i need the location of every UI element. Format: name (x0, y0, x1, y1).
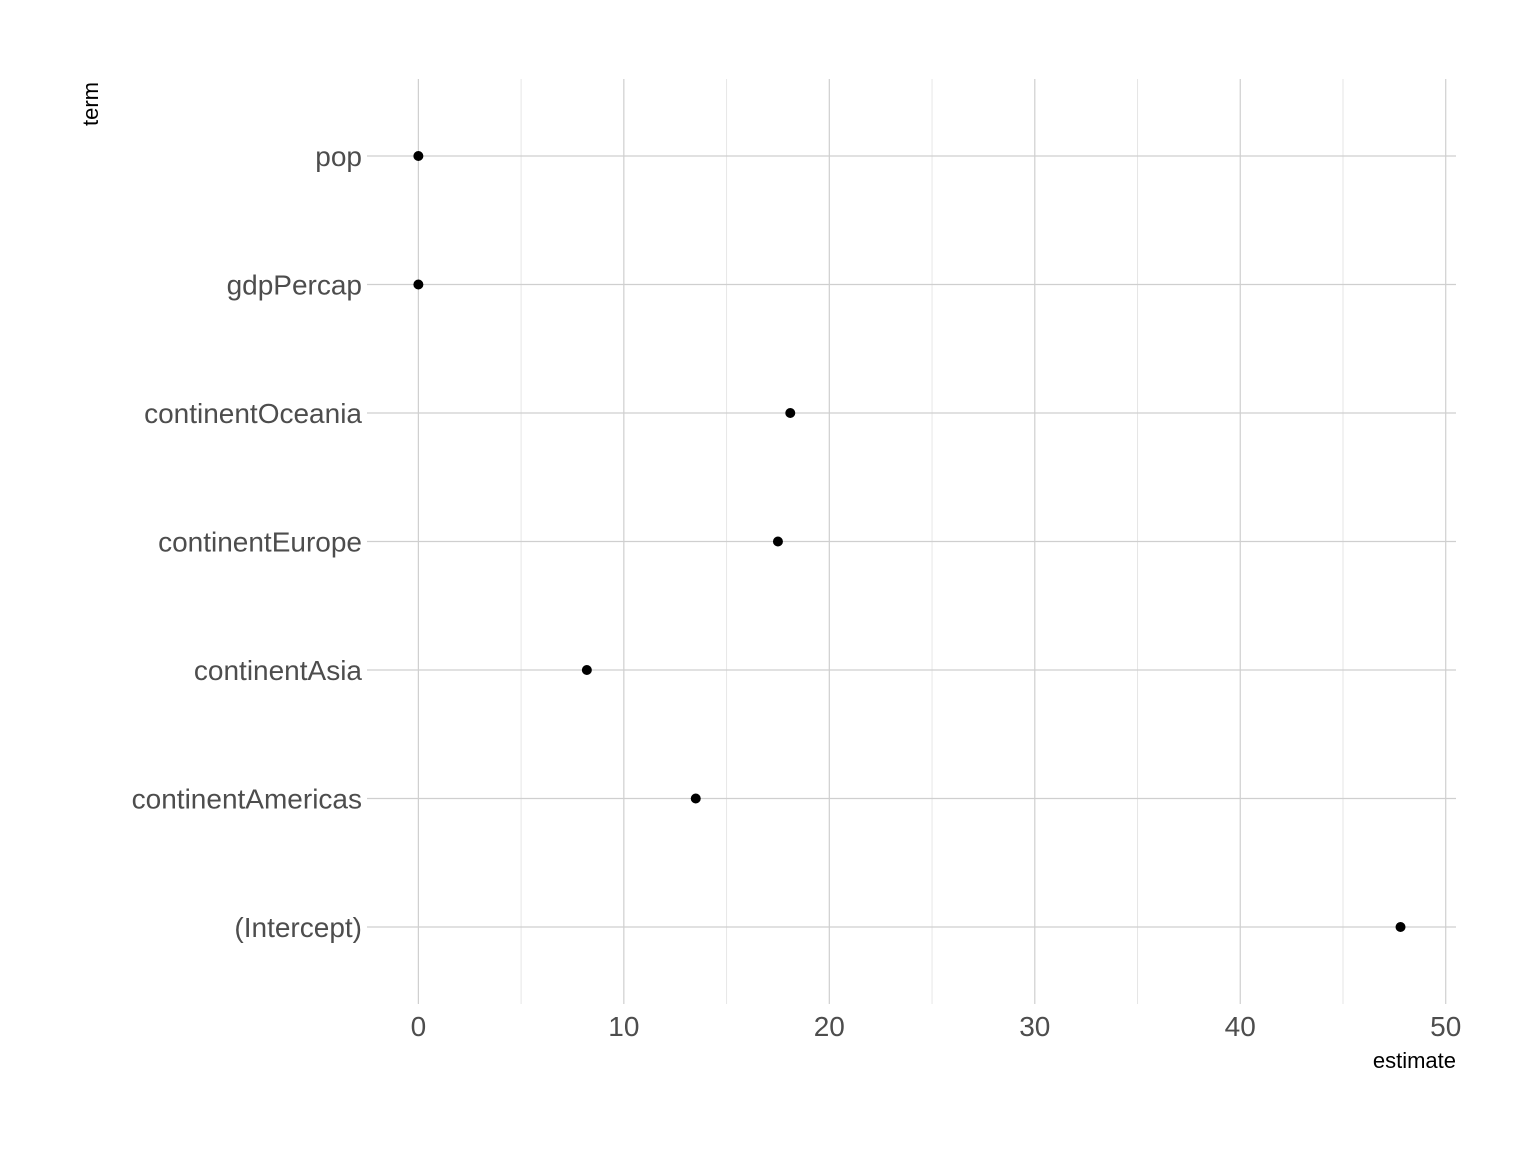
y-tick-label: continentAsia (194, 655, 363, 686)
data-point (413, 151, 424, 161)
y-tick-label: pop (315, 141, 362, 172)
data-point (581, 665, 592, 675)
grid-layer (367, 79, 1456, 1004)
x-tick-label: 40 (1225, 1011, 1256, 1042)
y-axis-title: term (78, 82, 103, 126)
y-tick-label: gdpPercap (227, 270, 362, 301)
data-point (772, 536, 783, 547)
y-tick-label: continentAmericas (132, 784, 362, 815)
x-tick-label: 30 (1019, 1011, 1050, 1042)
data-point (785, 408, 796, 418)
data-point (413, 279, 424, 290)
x-tick-label: 10 (608, 1011, 639, 1042)
data-points (413, 151, 1406, 932)
x-tick-label: 50 (1430, 1011, 1461, 1042)
y-tick-label: (Intercept) (234, 912, 362, 943)
data-point (1395, 922, 1406, 932)
y-tick-label: continentEurope (158, 527, 362, 558)
x-tick-label: 0 (411, 1011, 427, 1042)
x-axis-title: estimate (1373, 1048, 1456, 1073)
data-point (690, 793, 701, 804)
x-tick-labels: 0 10 20 30 40 50 (411, 1011, 1462, 1042)
y-tick-labels: (Intercept) continentAmericas continentAsi… (132, 141, 363, 943)
x-tick-label: 20 (814, 1011, 845, 1042)
y-tick-label: continentOceania (144, 398, 362, 429)
